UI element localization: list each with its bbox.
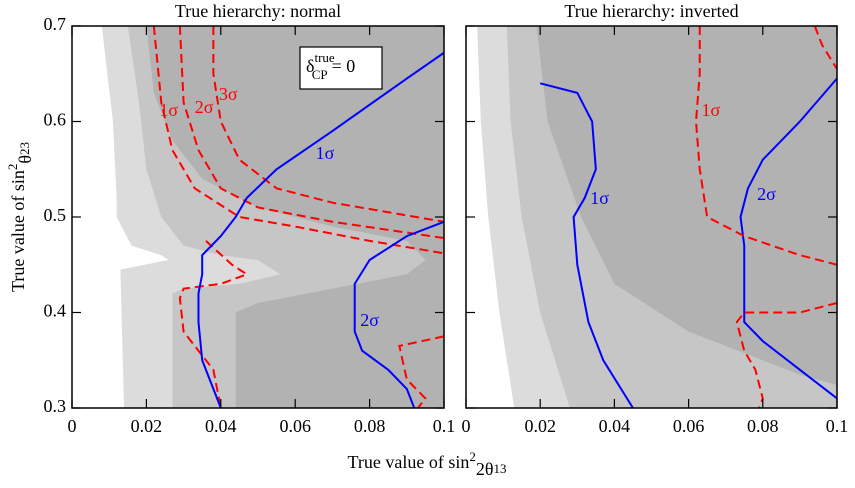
x-axis-title-part: 2θ [476,459,494,479]
contour-label: 1σ [316,143,335,163]
x-tick-label: 0 [68,416,77,436]
y-axis-title: True value of sin2θ23 [5,142,35,292]
y-tick-label: 0.3 [44,396,67,416]
panel-title: True hierarchy: inverted [564,1,738,21]
x-tick-label: 0.06 [279,416,311,436]
region [146,26,444,408]
panel-title: True hierarchy: normal [175,1,341,21]
x-tick-label: 0.1 [433,416,456,436]
x-tick-label: 0.02 [131,416,163,436]
y-tick-label: 0.7 [44,14,67,34]
y-axis-title-part: 23 [17,142,32,155]
note-part: δ [306,56,314,76]
note-part: = 0 [332,56,356,76]
x-tick-label: 0.04 [205,416,237,436]
note: δtrue CP = 0 [306,50,355,82]
contour-line [353,220,444,408]
contour-line [152,26,444,408]
plot-area [477,26,837,408]
contour-label: 2σ [195,97,214,117]
x-axis-title-part: 13 [493,461,506,476]
x-axis-title: True value of sin22θ13 [348,449,507,479]
y-tick-label: 0.5 [44,205,67,225]
contour-label: 2σ [360,310,379,330]
contour-label: 1σ [159,100,178,120]
x-tick-label: 0.06 [673,416,705,436]
contour-label: 3σ [219,84,238,104]
contour-line [178,26,444,239]
x-tick-label: 0.08 [747,416,779,436]
note-part: CP [312,67,328,82]
contour-line [739,77,837,400]
x-tick-label: 0.1 [826,416,849,436]
y-tick-label: 0.6 [44,110,67,130]
x-axis-title-part: 2 [469,449,476,464]
x-tick-label: 0.02 [524,416,556,436]
contour-line [539,82,634,408]
plot-area [101,26,444,408]
x-tick-label: 0.04 [599,416,631,436]
contour-label: 1σ [702,100,721,120]
contour-line [197,51,444,408]
y-axis-title-part: 2 [5,164,20,171]
contour-line [212,26,444,223]
contour-label: 1σ [590,188,609,208]
x-axis-title-part: True value of sin [348,452,470,472]
note-box [299,46,383,90]
y-axis-title-part: θ [15,155,35,164]
y-axis-title-part: True value of sin [8,170,28,292]
note-part: true [314,50,334,65]
region [536,26,837,386]
contour-line [695,26,837,408]
contour-label: 2σ [757,184,776,204]
x-tick-label: 0.08 [354,416,386,436]
x-tick-label: 0 [462,416,471,436]
y-tick-label: 0.4 [44,301,67,321]
